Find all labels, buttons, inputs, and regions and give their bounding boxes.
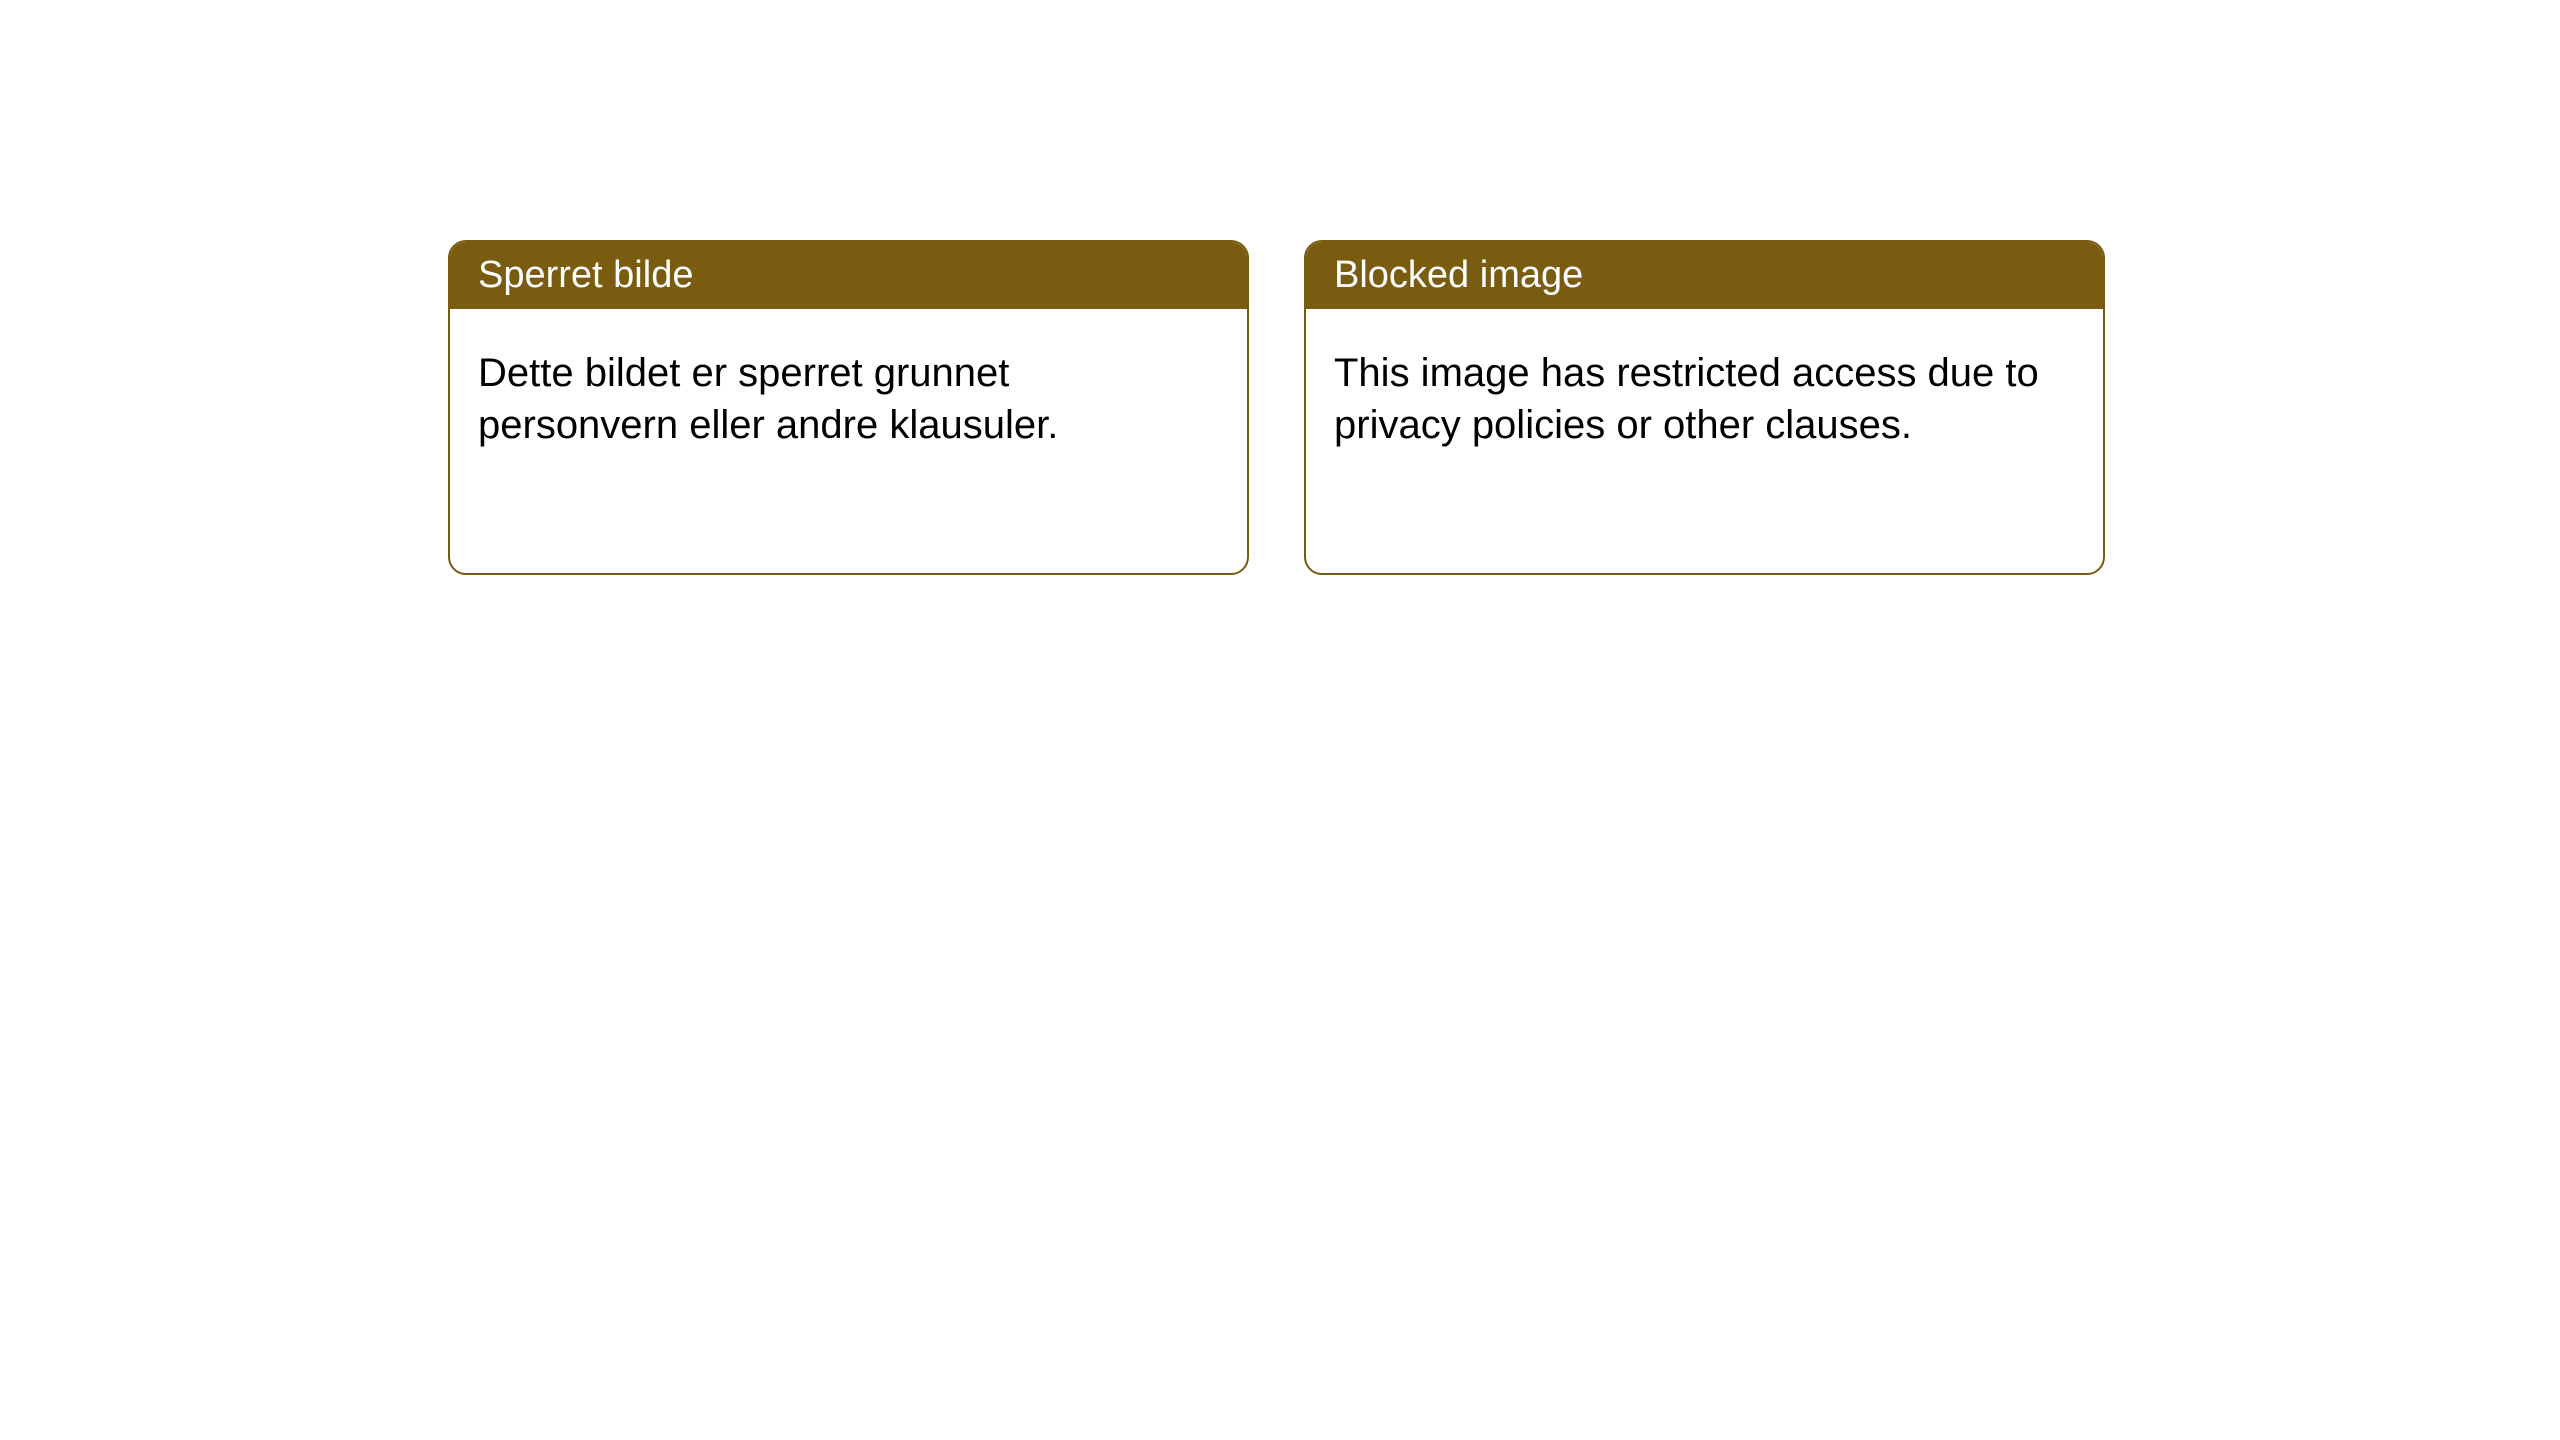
blocked-image-card-en: Blocked image This image has restricted … [1304, 240, 2105, 575]
blocked-image-card-no: Sperret bilde Dette bildet er sperret gr… [448, 240, 1249, 575]
card-message: This image has restricted access due to … [1306, 309, 2103, 489]
notice-cards-container: Sperret bilde Dette bildet er sperret gr… [0, 0, 2560, 575]
card-title: Sperret bilde [450, 242, 1247, 309]
card-title: Blocked image [1306, 242, 2103, 309]
card-message: Dette bildet er sperret grunnet personve… [450, 309, 1247, 489]
